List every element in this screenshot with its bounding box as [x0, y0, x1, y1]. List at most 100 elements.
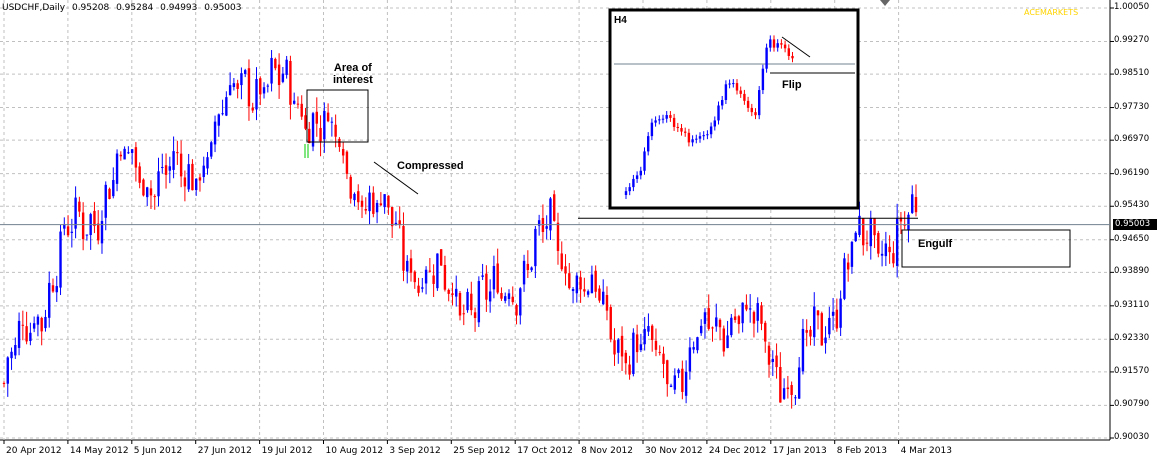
- candle-body: [357, 191, 360, 203]
- candle-body: [315, 111, 318, 124]
- price-tick-label: 0.90790: [1114, 399, 1150, 410]
- candle-body: [545, 226, 548, 229]
- candle-body: [699, 325, 703, 334]
- current-price-tag: 0.95003: [1113, 219, 1157, 230]
- candle-body: [164, 165, 168, 175]
- candle-body: [854, 232, 857, 242]
- candle-body: [172, 151, 175, 170]
- candle-body: [372, 192, 375, 214]
- candle-body: [756, 303, 759, 321]
- candle-body: [790, 385, 793, 395]
- candle-body: [6, 357, 9, 384]
- candle-body: [718, 319, 722, 328]
- candle-body: [81, 212, 85, 240]
- candle-body: [97, 223, 100, 241]
- candle-body: [801, 328, 805, 372]
- price-tick-label: 0.94650: [1114, 233, 1150, 244]
- candle-body: [895, 217, 899, 266]
- candle-body: [213, 121, 217, 145]
- candle-body: [534, 228, 537, 267]
- candle-body: [85, 234, 89, 236]
- candle-body: [737, 316, 741, 325]
- inset-candle-body: [717, 105, 720, 121]
- candle-body: [168, 166, 172, 171]
- candle-body: [760, 305, 763, 324]
- candle-body: [311, 113, 315, 147]
- candle-body: [179, 153, 183, 177]
- candle-body: [617, 339, 620, 353]
- candle-body: [108, 188, 111, 199]
- candle-body: [100, 220, 104, 244]
- candle-body: [112, 180, 115, 197]
- candle-body: [225, 97, 228, 116]
- candle-body: [383, 194, 386, 208]
- date-tick-label: 17 Oct 2012: [517, 446, 573, 456]
- candle-body: [130, 149, 134, 154]
- inset-candle-body: [743, 93, 746, 101]
- inset-candle-body: [721, 100, 724, 106]
- candle-body: [586, 291, 590, 295]
- inset-candle-body: [769, 39, 772, 48]
- candle-body: [831, 311, 835, 316]
- inset-candle-body: [772, 39, 776, 48]
- candle-body: [51, 285, 55, 292]
- inset-candle-body: [765, 47, 768, 69]
- candle-body: [519, 288, 522, 316]
- candle-body: [119, 154, 123, 157]
- candle-body: [650, 325, 654, 341]
- chart-shift-marker-icon[interactable]: [880, 0, 890, 6]
- candle-body: [44, 316, 47, 329]
- inset-candle-body: [709, 126, 713, 135]
- candle-body: [123, 148, 126, 160]
- candle-body: [417, 285, 420, 293]
- candle-body: [602, 291, 605, 305]
- inset-candle-body: [702, 135, 705, 137]
- annotation-flip: Flip: [782, 79, 802, 91]
- candle-body: [726, 335, 729, 349]
- candle-body: [526, 263, 530, 271]
- inset-candle-body: [676, 126, 679, 129]
- candle-body: [515, 305, 518, 316]
- candle-body: [368, 192, 371, 212]
- candle-body: [48, 282, 51, 318]
- candle-body: [2, 382, 6, 384]
- candle-body: [149, 188, 153, 196]
- candle-body: [93, 210, 96, 227]
- inset-trendline: [781, 36, 811, 58]
- candle-body: [300, 103, 303, 117]
- candle-body: [522, 260, 526, 285]
- candle-body: [862, 218, 865, 246]
- candle-body: [228, 85, 232, 96]
- candle-body: [537, 220, 541, 226]
- candle-body: [74, 197, 77, 229]
- candle-body: [277, 64, 281, 86]
- inset-candle-body: [691, 139, 694, 143]
- price-tick-label: 0.92330: [1114, 333, 1150, 344]
- candle-body: [206, 157, 209, 169]
- candle-body: [492, 265, 496, 290]
- candle-body: [654, 340, 658, 350]
- inset-candle-body: [713, 120, 716, 127]
- candle-body: [330, 121, 334, 123]
- inset-candle-body: [739, 90, 742, 94]
- candle-body: [409, 258, 413, 273]
- candle-body: [816, 310, 820, 316]
- candle-body: [707, 308, 710, 329]
- candle-body: [176, 152, 179, 154]
- candle-body: [884, 243, 888, 257]
- price-tick-label: 0.99270: [1114, 35, 1150, 46]
- inset-candle-body: [728, 83, 731, 85]
- candle-body: [390, 207, 394, 227]
- candle-body: [394, 222, 398, 225]
- candle-body: [285, 59, 288, 75]
- candle-body: [764, 322, 767, 342]
- candle-body: [32, 323, 36, 329]
- candle-body: [439, 249, 443, 266]
- candle-body: [232, 83, 236, 88]
- candle-body: [161, 166, 164, 168]
- candle-body: [202, 165, 205, 178]
- inset-candle-body: [628, 187, 631, 192]
- date-tick-label: 5 Jun 2012: [133, 446, 183, 456]
